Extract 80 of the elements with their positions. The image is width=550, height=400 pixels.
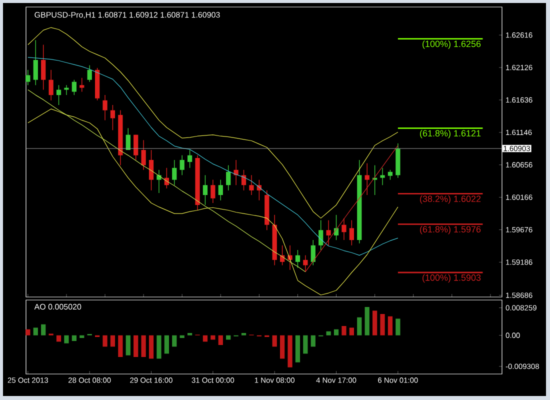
- candlestick: [141, 140, 146, 170]
- candlestick: [318, 220, 324, 250]
- candlestick: [26, 70, 30, 86]
- bar: [164, 335, 169, 354]
- candlestick: [249, 174, 254, 196]
- candlestick: [295, 250, 300, 268]
- series-label: (100%) 1.6256: [422, 40, 481, 49]
- bar: [26, 329, 30, 336]
- bar: [326, 331, 331, 336]
- bar: [41, 324, 46, 336]
- text: GBPUSD-Pro,H1 1.60871 1.60912 1.60871 1.60903: [34, 12, 220, 19]
- candlestick: [241, 170, 246, 191]
- bar: [102, 335, 108, 347]
- bar: [134, 335, 138, 357]
- bar: [272, 335, 277, 347]
- candlestick: [303, 254, 308, 272]
- series-label: (61.8%) 1.6121: [420, 130, 481, 138]
- bar: [364, 307, 370, 336]
- candlestick: [87, 64, 92, 82]
- chart-title: AO 0.005020: [34, 304, 82, 310]
- candlestick: [226, 164, 231, 191]
- candlestick: [210, 179, 216, 204]
- candlestick: [41, 44, 46, 90]
- series-label: (100%) 1.5903: [422, 274, 481, 283]
- candlestick: [64, 84, 69, 96]
- bar: [357, 317, 362, 336]
- bar: [218, 335, 223, 345]
- bar: [72, 335, 76, 341]
- candlestick: [180, 154, 184, 176]
- candlestick: [388, 170, 393, 180]
- candlestick: [48, 70, 54, 101]
- candlestick: [349, 220, 354, 246]
- bar: [56, 335, 62, 342]
- bar: [288, 335, 292, 368]
- bar: [202, 335, 208, 342]
- bar: [118, 335, 123, 357]
- bar: [180, 335, 184, 338]
- bar: [126, 335, 130, 356]
- bar: [64, 335, 69, 344]
- bar: [33, 328, 38, 336]
- candlestick: [234, 160, 238, 186]
- bar: [80, 335, 84, 338]
- candlestick: [364, 162, 370, 196]
- bar: [310, 335, 316, 347]
- candlestick: [80, 77, 84, 92]
- candlestick: [102, 94, 108, 121]
- bar: [210, 335, 216, 340]
- candlestick: [326, 220, 331, 246]
- candlestick: [380, 168, 385, 186]
- bar: [141, 335, 146, 357]
- bar: [349, 328, 354, 336]
- bar: [295, 335, 300, 362]
- candlestick: [172, 160, 177, 186]
- bar: [110, 335, 116, 347]
- bar: [156, 335, 162, 359]
- bar: [334, 329, 339, 336]
- candlestick: [148, 150, 154, 191]
- candlestick: [72, 79, 76, 96]
- bar: [303, 335, 308, 354]
- bar: [380, 314, 385, 336]
- bar: [172, 335, 177, 347]
- candlestick: [288, 245, 292, 270]
- bar: [226, 335, 231, 340]
- bar: [342, 326, 346, 336]
- series-label: (61.8%) 1.5976: [420, 226, 481, 234]
- candlestick: [56, 84, 62, 106]
- bar: [396, 318, 400, 336]
- bar: [148, 335, 154, 359]
- candlestick: [33, 40, 38, 86]
- bar: [388, 316, 393, 336]
- candlestick: [187, 150, 192, 168]
- candlestick: [310, 240, 316, 266]
- bar: [372, 310, 378, 336]
- series-label: (38.2%) 1.6022: [420, 195, 481, 204]
- candlestick: [218, 179, 223, 201]
- bar: [280, 335, 285, 359]
- candlestick: [202, 174, 208, 206]
- candlestick: [342, 218, 346, 240]
- candlestick: [156, 170, 162, 194]
- candlestick: [110, 104, 116, 130]
